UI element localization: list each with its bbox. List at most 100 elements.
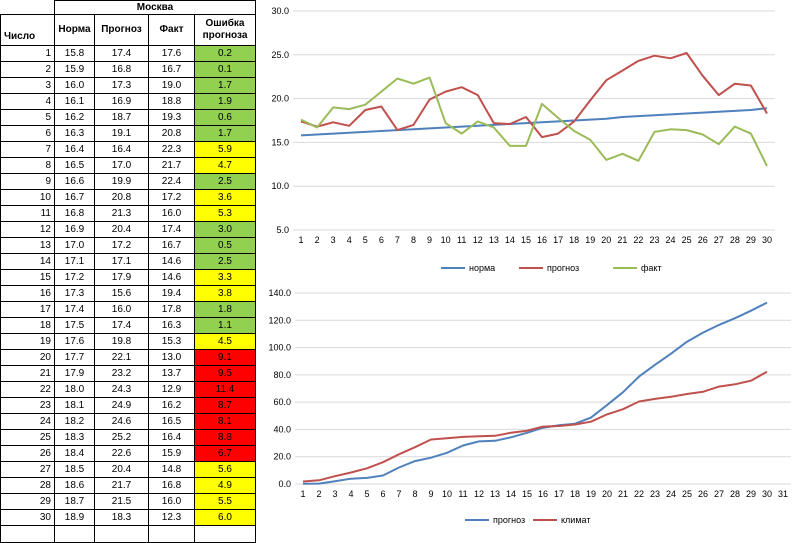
fact-cell: 17.2 bbox=[148, 189, 195, 206]
city-header: Москва bbox=[54, 0, 256, 15]
norm-cell: 18.6 bbox=[54, 477, 95, 494]
fact-cell: 19.4 bbox=[148, 285, 195, 302]
blank-cell bbox=[94, 525, 149, 543]
forecast-cell: 15.6 bbox=[94, 285, 149, 302]
y-tick-label: 20.0 bbox=[271, 94, 289, 104]
blank-cell bbox=[194, 525, 256, 543]
x-tick-label: 20 bbox=[602, 489, 612, 499]
x-tick-label: 10 bbox=[441, 235, 451, 245]
x-tick-label: 19 bbox=[586, 489, 596, 499]
data-table: Москва Число Норма Прогноз Факт Ошибка п… bbox=[0, 0, 258, 543]
day-cell: 30 bbox=[0, 509, 55, 526]
forecast-cell: 17.9 bbox=[94, 269, 149, 286]
forecast-cell: 16.4 bbox=[94, 141, 149, 158]
fact-cell: 14.8 bbox=[148, 461, 195, 478]
x-tick-label: 28 bbox=[730, 489, 740, 499]
fact-cell: 16.7 bbox=[148, 61, 195, 78]
table-row: 26 18.4 22.6 15.9 6.7 bbox=[0, 445, 256, 462]
forecast-cell: 18.7 bbox=[94, 109, 149, 126]
norm-cell: 17.6 bbox=[54, 333, 95, 350]
error-cell: 1.7 bbox=[194, 125, 256, 142]
fact-cell: 16.5 bbox=[148, 413, 195, 430]
day-cell: 20 bbox=[0, 349, 55, 366]
table-row: 6 16.3 19.1 20.8 1.7 bbox=[0, 125, 256, 142]
y-tick-label: 5.0 bbox=[276, 225, 289, 235]
error-cell: 8.7 bbox=[194, 397, 256, 414]
day-cell: 25 bbox=[0, 429, 55, 446]
series-line-3 bbox=[300, 76, 768, 167]
x-tick-label: 3 bbox=[331, 235, 336, 245]
forecast-cell: 17.4 bbox=[94, 45, 149, 62]
forecast-cell: 24.6 bbox=[94, 413, 149, 430]
forecast-cell: 17.2 bbox=[94, 237, 149, 254]
day-cell: 2 bbox=[0, 61, 55, 78]
x-tick-label: 22 bbox=[633, 235, 643, 245]
forecast-cell: 21.3 bbox=[94, 205, 149, 222]
x-tick-label: 25 bbox=[682, 235, 692, 245]
table-row: 7 16.4 16.4 22.3 5.9 bbox=[0, 141, 256, 158]
norm-header: Норма bbox=[54, 14, 95, 46]
norm-cell: 16.7 bbox=[54, 189, 95, 206]
table-row: 22 18.0 24.3 12.9 11.4 bbox=[0, 381, 256, 398]
forecast-cell: 22.6 bbox=[94, 445, 149, 462]
forecast-cell: 23.2 bbox=[94, 365, 149, 382]
x-tick-label: 17 bbox=[554, 489, 564, 499]
fact-cell: 14.6 bbox=[148, 253, 195, 270]
table-row: 28 18.6 21.7 16.8 4.9 bbox=[0, 477, 256, 494]
norm-cell: 17.3 bbox=[54, 285, 95, 302]
x-tick-label: 23 bbox=[650, 489, 660, 499]
fact-cell: 22.4 bbox=[148, 173, 195, 190]
table-row: 18 17.5 17.4 16.3 1.1 bbox=[0, 317, 256, 334]
forecast-cell: 25.2 bbox=[94, 429, 149, 446]
x-tick-label: 4 bbox=[347, 235, 352, 245]
forecast-cell: 21.7 bbox=[94, 477, 149, 494]
error-cell: 9.5 bbox=[194, 365, 256, 382]
error-cell: 4.5 bbox=[194, 333, 256, 350]
x-tick-label: 31 bbox=[778, 489, 788, 499]
forecast-cell: 19.9 bbox=[94, 173, 149, 190]
x-tick-label: 5 bbox=[363, 235, 368, 245]
x-tick-label: 9 bbox=[427, 235, 432, 245]
x-tick-label: 6 bbox=[379, 235, 384, 245]
table-row: 17 17.4 16.0 17.8 1.8 bbox=[0, 301, 256, 318]
x-tick-label: 15 bbox=[521, 235, 531, 245]
y-tick-label: 20.0 bbox=[273, 452, 291, 462]
x-tick-label: 30 bbox=[762, 235, 772, 245]
error-cell: 1.9 bbox=[194, 93, 256, 110]
x-tick-label: 18 bbox=[569, 235, 579, 245]
x-tick-label: 9 bbox=[428, 489, 433, 499]
day-cell: 12 bbox=[0, 221, 55, 238]
day-cell: 27 bbox=[0, 461, 55, 478]
temperature-chart-svg: 5.010.015.020.025.030.01 2 3 4 5 6 7 8 9 10 11 12 13… bbox=[271, 6, 775, 273]
table-row: 10 16.7 20.8 17.2 3.6 bbox=[0, 189, 256, 206]
table-row: 13 17.0 17.2 16.7 0.5 bbox=[0, 237, 256, 254]
weather-table: Москва Число Норма Прогноз Факт Ошибка п… bbox=[0, 0, 256, 543]
x-tick-label: 14 bbox=[505, 235, 515, 245]
day-cell: 1 bbox=[0, 45, 55, 62]
table-row: 3 16.0 17.3 19.0 1.7 bbox=[0, 77, 256, 94]
x-tick-label: 29 bbox=[746, 489, 756, 499]
fact-cell: 17.6 bbox=[148, 45, 195, 62]
forecast-cell: 22.1 bbox=[94, 349, 149, 366]
legend-label: прогноз bbox=[547, 263, 579, 273]
x-tick-label: 2 bbox=[315, 235, 320, 245]
x-tick-label: 12 bbox=[474, 489, 484, 499]
fact-cell: 15.3 bbox=[148, 333, 195, 350]
y-tick-label: 140.0 bbox=[268, 288, 291, 298]
norm-cell: 18.0 bbox=[54, 381, 95, 398]
norm-cell: 17.7 bbox=[54, 349, 95, 366]
norm-cell: 18.5 bbox=[54, 461, 95, 478]
y-tick-label: 60.0 bbox=[273, 397, 291, 407]
x-tick-label: 16 bbox=[537, 235, 547, 245]
error-cell: 9.1 bbox=[194, 349, 256, 366]
day-cell: 13 bbox=[0, 237, 55, 254]
norm-cell: 15.9 bbox=[54, 61, 95, 78]
fact-cell: 16.7 bbox=[148, 237, 195, 254]
fact-cell: 19.3 bbox=[148, 109, 195, 126]
table-row: 8 16.5 17.0 21.7 4.7 bbox=[0, 157, 256, 174]
series-line-1 bbox=[302, 301, 768, 485]
forecast-cell: 21.5 bbox=[94, 493, 149, 510]
day-cell: 18 bbox=[0, 317, 55, 334]
forecast-cell: 19.1 bbox=[94, 125, 149, 142]
error-cell: 0.2 bbox=[194, 45, 256, 62]
